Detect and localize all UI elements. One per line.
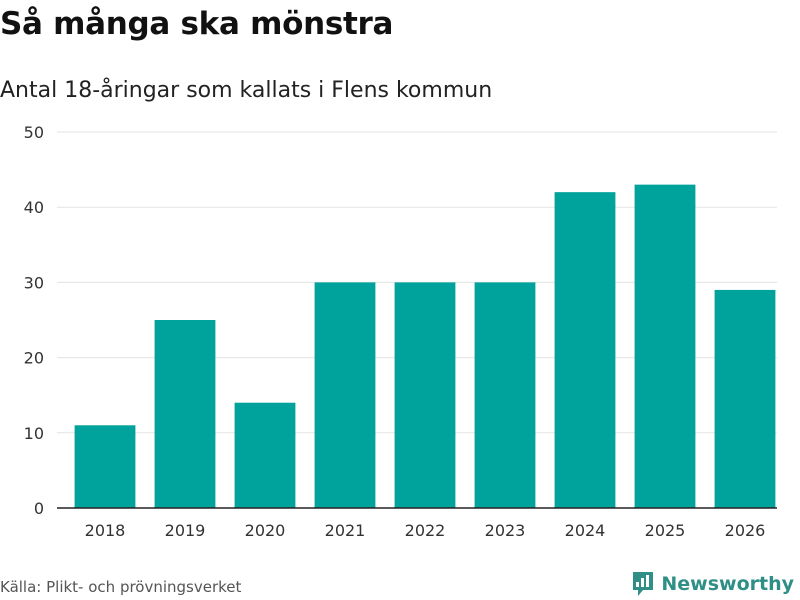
- bars: [74, 184, 776, 508]
- bar-2021: [314, 282, 376, 508]
- bar-2025: [634, 184, 696, 508]
- y-tick-label: 0: [34, 499, 44, 518]
- y-tick-label: 40: [24, 198, 44, 217]
- bar-2023: [474, 282, 536, 508]
- x-tick-label: 2022: [405, 521, 446, 540]
- chart-title: Så många ska mönstra: [0, 6, 394, 42]
- x-tick-label: 2021: [325, 521, 366, 540]
- x-tick-label: 2018: [85, 521, 126, 540]
- x-tick-label: 2025: [645, 521, 686, 540]
- y-tick-label: 10: [24, 424, 44, 443]
- bar-2024: [554, 192, 616, 508]
- y-tick-label: 30: [24, 273, 44, 292]
- x-tick-label: 2019: [165, 521, 206, 540]
- bar-2018: [74, 425, 136, 508]
- bar-2022: [394, 282, 456, 508]
- brand-name: Newsworthy: [661, 573, 794, 595]
- bar-2020: [234, 402, 296, 508]
- chart-subtitle: Antal 18-åringar som kallats i Flens kom…: [0, 78, 493, 103]
- y-tick-label: 50: [24, 123, 44, 142]
- newsworthy-logo-icon: [633, 572, 654, 596]
- x-tick-label: 2020: [245, 521, 286, 540]
- x-tick-label: 2024: [565, 521, 606, 540]
- brand-logo: Newsworthy: [631, 570, 794, 598]
- axes: 0 10 20 30 40 50 2018 2019 2020 2021 2022 2023 2024 2…: [24, 123, 777, 540]
- bar-2026: [714, 289, 776, 508]
- x-tick-label: 2026: [725, 521, 766, 540]
- source-note: Källa: Plikt- och prövningsverket: [0, 578, 242, 596]
- y-tick-label: 20: [24, 349, 44, 368]
- bar-2019: [154, 320, 216, 508]
- x-tick-label: 2023: [485, 521, 526, 540]
